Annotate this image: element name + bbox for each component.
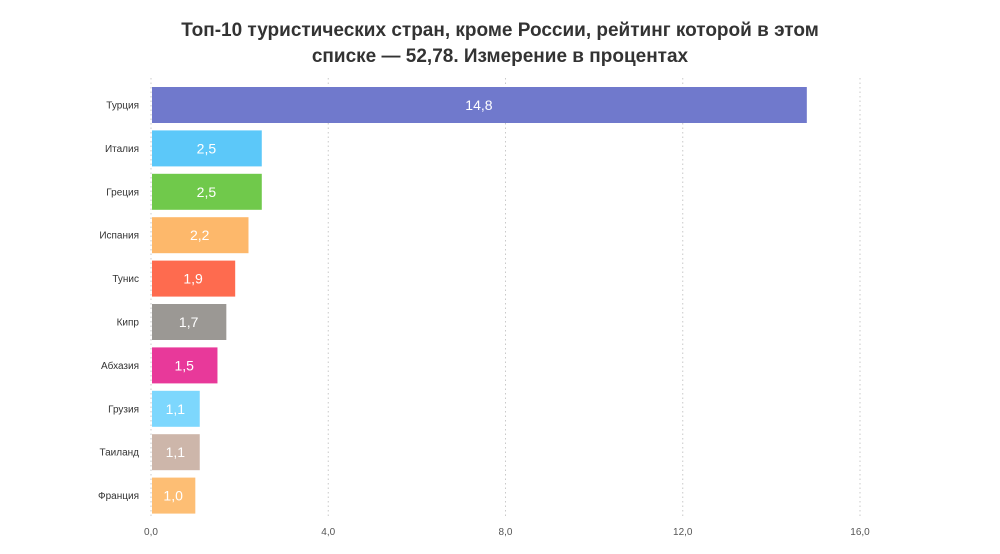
- category-label: Франция: [98, 491, 139, 502]
- x-tick-label: 12,0: [673, 527, 693, 538]
- bar-4: [152, 217, 249, 254]
- x-tick-label: 4,0: [321, 527, 335, 538]
- bar-8: [152, 390, 200, 427]
- bar-5: [152, 260, 236, 297]
- category-label: Грузия: [108, 404, 139, 415]
- value-label: 2,2: [190, 227, 210, 243]
- value-label: 1,9: [183, 271, 203, 287]
- value-label: 1,1: [166, 444, 186, 460]
- category-label: Греция: [106, 187, 139, 198]
- bar-2: [152, 130, 262, 167]
- category-label: Таиланд: [99, 448, 139, 459]
- category-label: Италия: [105, 144, 139, 155]
- value-label: 1,1: [166, 401, 186, 417]
- x-tick-label: 0,0: [144, 527, 158, 538]
- bar-1: [152, 87, 807, 123]
- value-label: 1,7: [179, 314, 199, 330]
- category-label: Турция: [106, 101, 139, 112]
- bar-7: [152, 347, 218, 384]
- chart-title-line-1: Топ-10 туристических стран, кроме России…: [181, 20, 819, 41]
- category-label: Абхазия: [101, 360, 139, 372]
- value-label: 1,5: [175, 357, 195, 373]
- bar-9: [152, 434, 200, 471]
- value-label: 2,5: [197, 140, 217, 156]
- chart-title-line-2: списке — 52,78. Измерение в процентах: [311, 46, 689, 67]
- value-label: 1,0: [163, 488, 183, 504]
- chart-title: Топ-10 туристических стран, кроме России…: [0, 18, 1000, 70]
- category-label: Испания: [99, 231, 139, 242]
- x-tick-label: 16,0: [850, 527, 870, 538]
- value-label: 2,5: [197, 184, 217, 200]
- category-label: Кипр: [117, 318, 140, 329]
- bar-6: [152, 304, 227, 340]
- value-label: 14,8: [465, 97, 492, 113]
- bar-3: [152, 173, 262, 210]
- bar-10: [152, 477, 196, 514]
- x-tick-label: 8,0: [499, 527, 513, 538]
- category-label: Тунис: [112, 274, 139, 285]
